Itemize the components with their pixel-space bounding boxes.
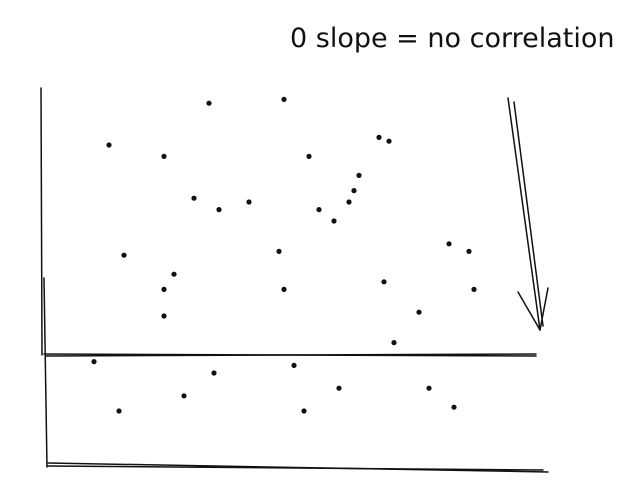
scatter-point <box>416 309 422 315</box>
scatter-point <box>216 207 222 213</box>
scatter-point <box>356 172 362 178</box>
scatter-point <box>381 279 387 285</box>
scatter-point <box>351 188 357 194</box>
scatter-point <box>376 134 382 140</box>
scatter-point <box>246 199 252 205</box>
scatter-point <box>191 195 197 201</box>
scatter-point <box>451 404 457 410</box>
scatter-point <box>346 199 352 205</box>
scatter-point <box>181 393 187 399</box>
scatter-point <box>291 362 297 368</box>
scatter-point <box>161 313 167 319</box>
scatter-point <box>306 153 312 159</box>
scatter-point <box>161 153 167 159</box>
y-axis <box>40 87 48 468</box>
scatter-point <box>386 138 392 144</box>
scatter-point <box>106 142 112 148</box>
scatter-point <box>446 241 452 247</box>
scatter-point <box>91 359 97 365</box>
scatter-point <box>331 218 337 224</box>
down-arrow <box>507 97 549 331</box>
scatter-point <box>171 271 177 277</box>
scatter-point <box>391 340 397 346</box>
scatter-point <box>301 408 307 414</box>
scatter-point <box>116 408 122 414</box>
scatter-point <box>336 385 342 391</box>
x-axis <box>46 462 549 473</box>
scatter-point <box>281 286 287 292</box>
scatter-point <box>206 100 212 106</box>
scatter-point <box>211 370 217 376</box>
zero-slope-line <box>43 353 537 357</box>
chart-title: 0 slope = no correlation <box>290 23 614 54</box>
scatter-point <box>121 252 127 258</box>
scatter-point <box>316 207 322 213</box>
scatter-point <box>276 248 282 254</box>
scatter-point <box>161 286 167 292</box>
scatter-point <box>426 385 432 391</box>
scatter-point <box>471 286 477 292</box>
scatter-point <box>466 248 472 254</box>
scatter-point <box>281 96 287 102</box>
scatter-points <box>91 96 477 414</box>
